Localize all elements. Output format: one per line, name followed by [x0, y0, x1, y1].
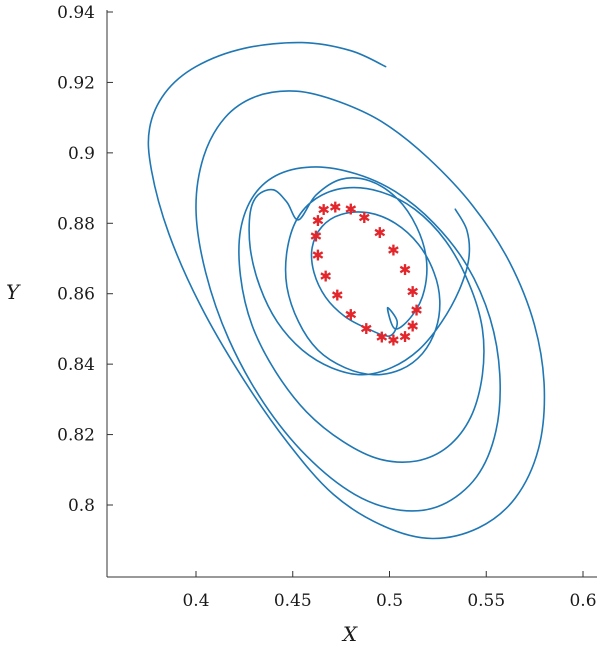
y-tick-label: 0.94 — [57, 3, 95, 23]
series-layer: ✱ ✱ ✱ ✱✱✱✱✱✱✱✱✱✱✱✱✱✱✱✱✱ — [147, 41, 546, 540]
x-tick-label: 0.6 — [569, 591, 596, 611]
asterisk-point: ✱ — [312, 212, 325, 230]
asterisk-point: ✱ — [310, 228, 323, 246]
x-tick-label: 0.4 — [182, 591, 209, 611]
x-tick-label: 0.5 — [376, 591, 403, 611]
y-tick-label: 0.84 — [57, 355, 95, 375]
y-tick-label: 0.9 — [68, 144, 95, 164]
asterisk-point: ✱ — [331, 286, 344, 304]
asterisk-point: ✱ — [317, 201, 330, 219]
y-tick-label: 0.8 — [68, 496, 95, 516]
asterisk-point: ✱ — [319, 267, 332, 285]
asterisk-point: ✱ — [358, 209, 371, 227]
x-tick-label: 0.55 — [467, 591, 505, 611]
asterisk-point: ✱ — [374, 224, 387, 242]
asterisk-point: ✱ — [399, 328, 412, 346]
x-axis-label: X — [341, 622, 358, 646]
y-tick-label: 0.88 — [57, 214, 95, 234]
y-tick-label: 0.86 — [57, 285, 95, 305]
x-tick-label: 0.45 — [274, 591, 312, 611]
x-ticks: 0.4 0.45 0.5 0.55 0.6 — [182, 571, 597, 611]
y-tick-label: 0.92 — [57, 73, 95, 93]
y-axis-label: Y — [6, 280, 21, 304]
y-ticks: 0.8 0.82 0.84 0.86 0.88 0.9 0.92 0.94 — [57, 3, 113, 516]
asterisk-point: ✱ — [387, 331, 400, 349]
asterisk-point: ✱ — [387, 242, 400, 260]
asterisk-point: ✱ — [360, 320, 373, 338]
asterisk-point: ✱ — [406, 283, 419, 301]
trajectory-line — [147, 41, 546, 540]
asterisk-point: ✱ — [345, 306, 358, 324]
asterisk-point: ✱ — [329, 198, 342, 216]
asterisk-point: ✱ — [399, 261, 412, 279]
asterisk-point: ✱ — [345, 200, 358, 218]
asterisk-point: ✱ — [375, 329, 388, 347]
asterisk-point: ✱ — [406, 317, 419, 335]
y-tick-label: 0.82 — [57, 426, 95, 446]
asterisk-point: ✱ — [312, 246, 325, 264]
asterisk-point: ✱ — [410, 302, 423, 320]
